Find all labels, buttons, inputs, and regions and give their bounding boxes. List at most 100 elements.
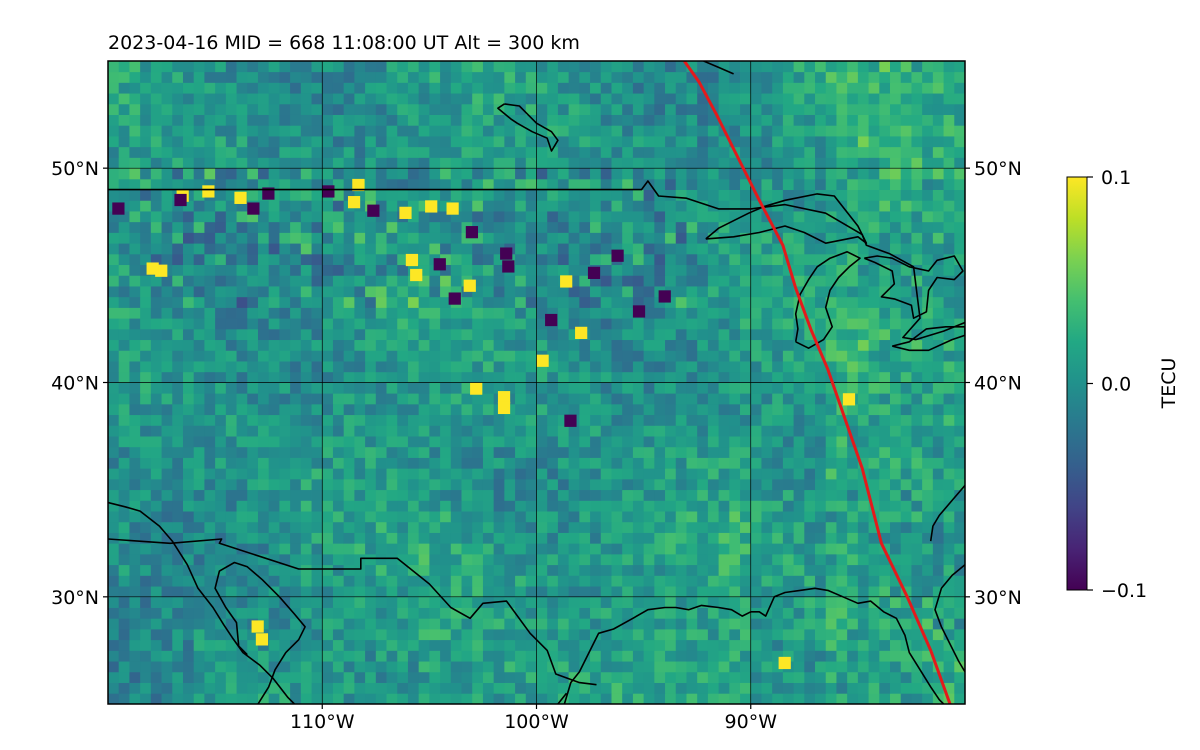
heatmap-cell [611,564,623,576]
heatmap-cell [225,200,237,212]
heatmap-cell [118,382,130,394]
heatmap-cell [290,650,302,662]
heatmap-cell [215,318,227,330]
heatmap-cell [643,103,655,115]
heatmap-cell [215,136,227,148]
heatmap-cell [461,103,473,115]
heatmap-cell [547,168,559,180]
heatmap-cell [493,93,505,105]
heatmap-cell [247,93,259,105]
heatmap-cell [129,328,141,341]
heatmap-cell [643,71,655,83]
heatmap-cell [729,114,741,126]
heatmap-cell [568,607,580,619]
heatmap-cell [257,328,270,341]
heatmap-cell [568,468,580,480]
heatmap-cell [697,650,709,662]
heatmap-cell [257,382,270,394]
heatmap-cell [322,661,334,673]
heatmap-cell [697,114,709,126]
heatmap-cell [204,125,216,137]
heatmap-cell [922,393,934,405]
heatmap-cell [193,82,205,94]
heatmap-cell [161,146,173,158]
heatmap-cell [204,168,216,180]
heatmap-cell [718,243,730,255]
heatmap-cell [525,168,537,180]
heatmap-cell [675,596,687,608]
heatmap-cell [793,307,805,319]
heatmap-cell [332,521,345,533]
heatmap-cell [868,553,880,566]
heatmap-cell [300,232,312,244]
heatmap-cell [290,607,302,619]
heatmap-cell [568,618,580,630]
heatmap-cell [547,189,559,201]
heatmap-cell [579,93,591,105]
heatmap-cell [654,275,666,287]
heatmap-cell [225,478,237,491]
heatmap-cell [900,221,912,233]
heatmap-cell [568,532,580,544]
heatmap-cell [182,671,195,683]
heatmap-cell [332,232,345,244]
heatmap-cell [686,618,698,630]
heatmap-cell [750,157,762,169]
heatmap-cell [782,328,794,341]
heatmap-cell [643,414,655,426]
heatmap-cell [118,564,130,576]
heatmap-cell [547,586,559,598]
heatmap-cell [343,403,355,416]
heatmap-cell [225,628,237,641]
heatmap-cell [418,200,430,212]
heatmap-cell [622,628,634,641]
heatmap-cell [782,114,794,126]
heatmap-cell [686,489,698,501]
heatmap-cell [129,393,141,405]
heatmap-cell [332,618,345,630]
heatmap-cell [911,200,923,212]
heatmap-cell [911,575,923,587]
heatmap-cell [193,468,205,480]
heatmap-cell [557,264,570,276]
heatmap-cell [215,243,227,255]
heatmap-cell [236,575,248,587]
heatmap-cell [750,436,762,448]
heatmap-cell [622,221,634,233]
heatmap-cell [815,211,827,223]
heatmap-cell [890,136,902,148]
heatmap-cell [354,157,366,169]
heatmap-cell [729,628,741,641]
heatmap-cell [279,136,291,148]
heatmap-cell [557,125,570,137]
heatmap-cell [825,425,837,437]
heatmap-cell [932,382,944,394]
heatmap-cell [300,393,312,405]
heatmap-cell [247,682,259,694]
heatmap-cell [461,618,473,630]
heatmap-cell [911,221,923,233]
heatmap-cell [397,275,409,287]
heatmap-cell [290,328,302,341]
heatmap-cell [247,371,259,383]
heatmap-cell [140,328,152,341]
heatmap-cell [557,607,570,619]
heatmap-cell [257,136,270,148]
heatmap-cell [429,468,441,480]
heatmap-cell [108,125,120,137]
heatmap-cell [225,243,237,255]
heatmap-cell [247,275,259,287]
heatmap-cell [782,232,794,244]
heatmap-cell [622,296,634,308]
heatmap-cell [922,650,934,662]
heatmap-cell [365,596,377,608]
heatmap-cell [632,586,645,598]
heatmap-cell [857,661,869,673]
heatmap-cell [354,553,366,566]
heatmap-cell [579,82,591,94]
heatmap-cell [418,211,430,223]
heatmap-cell [225,318,237,330]
heatmap-cell [279,436,291,448]
heatmap-cell [804,114,816,126]
heatmap-cell [257,318,270,330]
